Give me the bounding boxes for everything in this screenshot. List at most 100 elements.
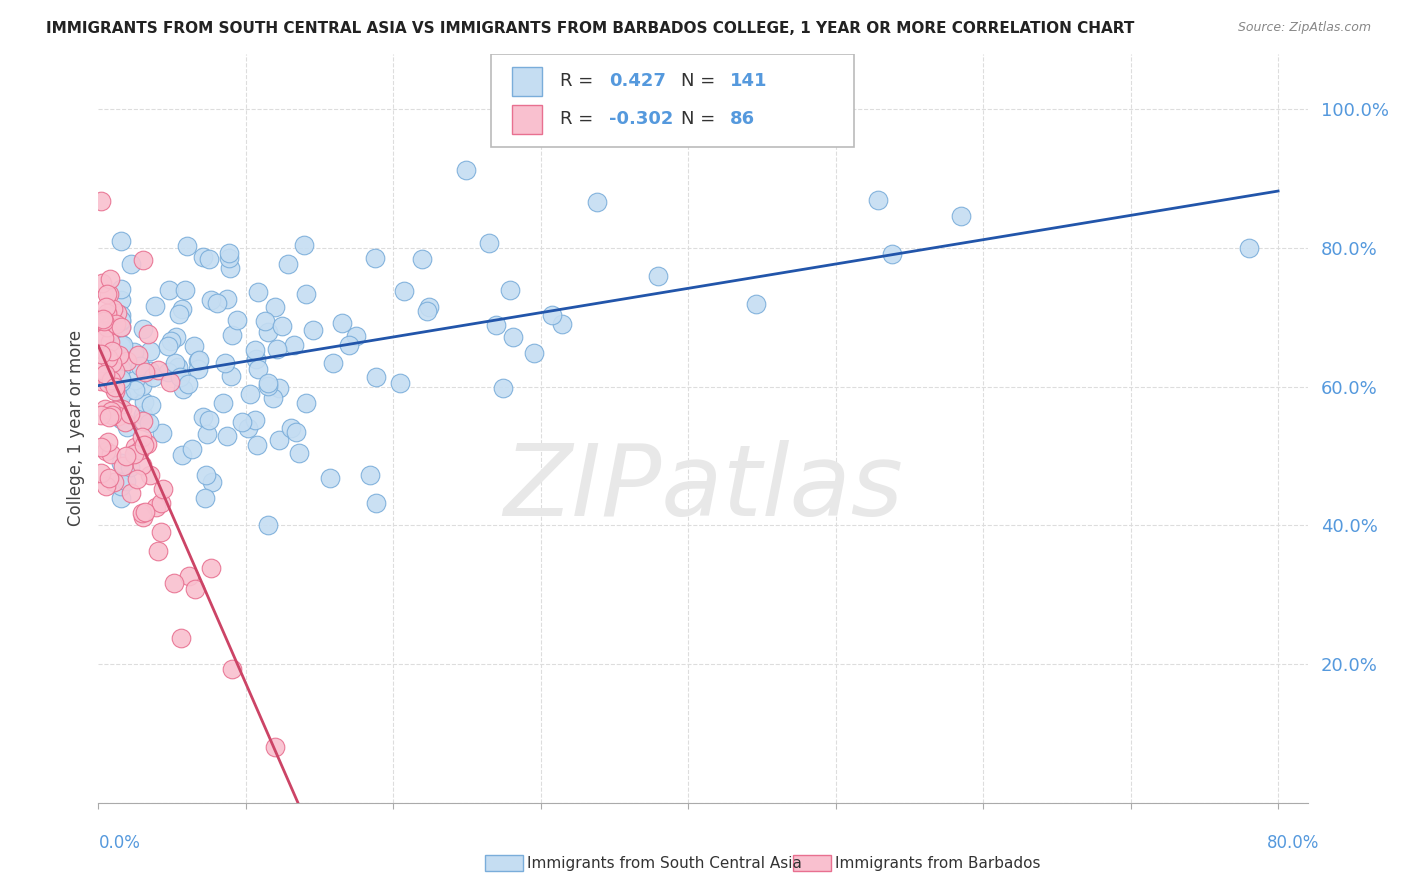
Point xyxy=(110,491,132,506)
Point xyxy=(319,471,342,485)
Point xyxy=(502,330,524,344)
Point xyxy=(110,479,132,493)
Point xyxy=(111,458,134,473)
Point xyxy=(195,427,218,442)
Text: Source: ZipAtlas.com: Source: ZipAtlas.com xyxy=(1237,21,1371,35)
Point xyxy=(540,308,562,322)
Point xyxy=(219,369,242,384)
Point xyxy=(132,322,155,336)
Point xyxy=(104,364,127,378)
Point xyxy=(110,293,132,307)
Point xyxy=(152,425,174,440)
Point xyxy=(256,325,278,339)
Point xyxy=(207,295,229,310)
Point xyxy=(152,482,174,496)
Point xyxy=(120,485,142,500)
Point xyxy=(191,250,214,264)
Point xyxy=(156,338,179,352)
Point xyxy=(745,297,768,311)
Point xyxy=(146,363,169,377)
Point xyxy=(118,460,141,475)
Point xyxy=(478,235,501,250)
Point xyxy=(103,384,125,399)
Point xyxy=(134,505,156,519)
Point xyxy=(157,283,180,297)
Point xyxy=(138,416,160,430)
Point xyxy=(271,318,294,333)
Point xyxy=(245,343,267,358)
Point xyxy=(359,468,381,483)
Point xyxy=(302,323,325,337)
Point xyxy=(122,447,145,461)
Point xyxy=(115,449,138,463)
Point xyxy=(110,309,132,323)
Point xyxy=(1237,241,1260,255)
Point xyxy=(172,382,194,396)
Point xyxy=(236,421,259,435)
Point xyxy=(172,301,194,316)
Point xyxy=(110,339,132,353)
Point xyxy=(231,415,253,429)
Point xyxy=(103,475,125,489)
Point xyxy=(366,370,388,384)
Text: R =: R = xyxy=(561,111,593,128)
Point xyxy=(101,343,124,358)
Point xyxy=(96,319,118,334)
Point xyxy=(142,370,165,384)
Point xyxy=(101,355,124,369)
Point xyxy=(215,292,238,306)
Bar xyxy=(512,67,543,95)
Point xyxy=(169,632,191,646)
Point xyxy=(114,474,136,488)
Point xyxy=(97,287,120,301)
Point xyxy=(101,302,124,317)
Point xyxy=(96,443,118,458)
Point xyxy=(411,252,433,267)
Text: 80.0%: 80.0% xyxy=(1267,834,1320,852)
Point xyxy=(416,303,439,318)
Point xyxy=(262,391,284,405)
Point xyxy=(132,408,155,422)
Point xyxy=(110,320,132,334)
Point xyxy=(283,338,305,352)
Text: 0.0%: 0.0% xyxy=(98,834,141,852)
Text: 86: 86 xyxy=(730,111,755,128)
Point xyxy=(94,401,117,416)
Point xyxy=(90,408,112,422)
Point xyxy=(256,518,278,533)
Point xyxy=(94,478,117,492)
Point xyxy=(145,500,167,515)
Point xyxy=(219,261,242,276)
Point xyxy=(143,299,166,313)
Point xyxy=(200,293,222,308)
Point xyxy=(111,401,134,416)
Point xyxy=(868,193,890,207)
Point xyxy=(256,379,278,393)
Point xyxy=(294,287,316,301)
Text: Immigrants from South Central Asia: Immigrants from South Central Asia xyxy=(527,856,803,871)
Point xyxy=(198,413,221,427)
Point xyxy=(266,342,288,356)
Point xyxy=(124,441,146,455)
Point xyxy=(167,307,190,321)
Point xyxy=(110,475,132,490)
Point xyxy=(285,425,308,439)
Point xyxy=(124,445,146,459)
Point xyxy=(254,314,277,328)
Point xyxy=(183,339,205,353)
Point xyxy=(267,381,290,395)
Point xyxy=(218,245,240,260)
Point xyxy=(239,387,262,401)
Point xyxy=(647,268,669,283)
Point xyxy=(100,404,122,418)
Point xyxy=(277,256,299,270)
Point xyxy=(90,374,112,388)
Point xyxy=(104,403,127,417)
Point xyxy=(110,312,132,326)
Point xyxy=(245,352,267,367)
Point xyxy=(134,365,156,379)
Point xyxy=(165,357,187,371)
Point xyxy=(98,471,121,485)
Point xyxy=(882,247,904,261)
Point xyxy=(93,367,115,381)
